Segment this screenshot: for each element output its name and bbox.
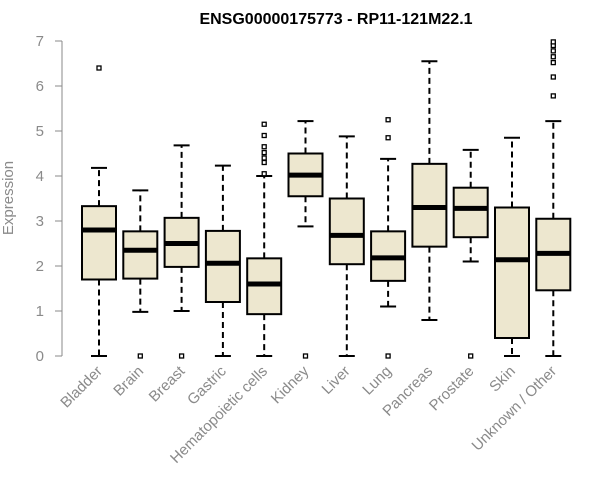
outlier-point xyxy=(550,54,556,60)
y-tick-label: 2 xyxy=(36,258,44,275)
iqr-box xyxy=(328,197,365,266)
box-kidney xyxy=(287,120,324,359)
outlier-point xyxy=(261,149,267,156)
y-axis-label: Expression xyxy=(0,161,17,235)
x-tick-label: Bladder xyxy=(57,363,106,412)
chart-title: ENSG00000175773 - RP11-121M22.1 xyxy=(199,11,472,28)
x-tick-label: Liver xyxy=(319,363,354,398)
x-tick-label: Skin xyxy=(486,363,519,396)
boxes xyxy=(81,39,572,359)
box-gastric xyxy=(204,164,241,357)
iqr-box xyxy=(81,205,117,281)
iqr-box xyxy=(122,230,159,280)
x-tick-label: Lung xyxy=(359,363,395,399)
outlier-point xyxy=(178,353,185,359)
y-tick-label: 6 xyxy=(36,78,44,95)
y-tick-label: 1 xyxy=(36,303,44,320)
box-skin xyxy=(494,136,530,357)
box-prostate xyxy=(452,148,489,359)
outlier-point xyxy=(550,39,556,45)
x-tick-label: Kidney xyxy=(268,362,313,407)
axes: 0 1 2 3 4 5 6 7 xyxy=(36,33,63,365)
y-tick-label: 0 xyxy=(36,348,44,365)
y-tick-label: 7 xyxy=(36,33,44,50)
box-liver xyxy=(328,135,365,357)
iqr-box xyxy=(494,206,530,339)
outlier-point xyxy=(261,144,267,150)
x-tick-label: Brain xyxy=(110,363,147,400)
outlier-point xyxy=(261,159,267,166)
iqr-box xyxy=(204,229,241,303)
x-tick-label: Breast xyxy=(146,362,189,405)
outlier-point xyxy=(550,93,556,99)
y-tick-label: 3 xyxy=(36,213,44,230)
outlier-point xyxy=(96,65,102,71)
outlier-point xyxy=(261,121,267,127)
outlier-point xyxy=(261,132,267,139)
outlier-point xyxy=(302,353,309,359)
outlier-point xyxy=(550,59,556,66)
box-unknown-other xyxy=(535,39,572,357)
box-lung xyxy=(370,117,407,359)
box-breast xyxy=(163,144,200,359)
outlier-point xyxy=(385,353,391,359)
x-tick-label: Prostate xyxy=(426,363,478,415)
outlier-point xyxy=(550,74,556,80)
box-pancreas xyxy=(411,60,448,321)
box-brain xyxy=(122,189,159,359)
outlier-point xyxy=(137,353,143,359)
outlier-point xyxy=(385,135,391,141)
y-tick-label: 4 xyxy=(36,168,44,185)
y-tick-label: 5 xyxy=(36,123,44,140)
outlier-point xyxy=(261,155,267,161)
outlier-point xyxy=(261,171,267,177)
outlier-point xyxy=(385,117,391,123)
outlier-point xyxy=(550,48,556,54)
box-bladder xyxy=(81,65,117,357)
box-hematopoietic-cells xyxy=(246,121,283,357)
iqr-box xyxy=(452,186,489,239)
outlier-point xyxy=(468,353,474,359)
